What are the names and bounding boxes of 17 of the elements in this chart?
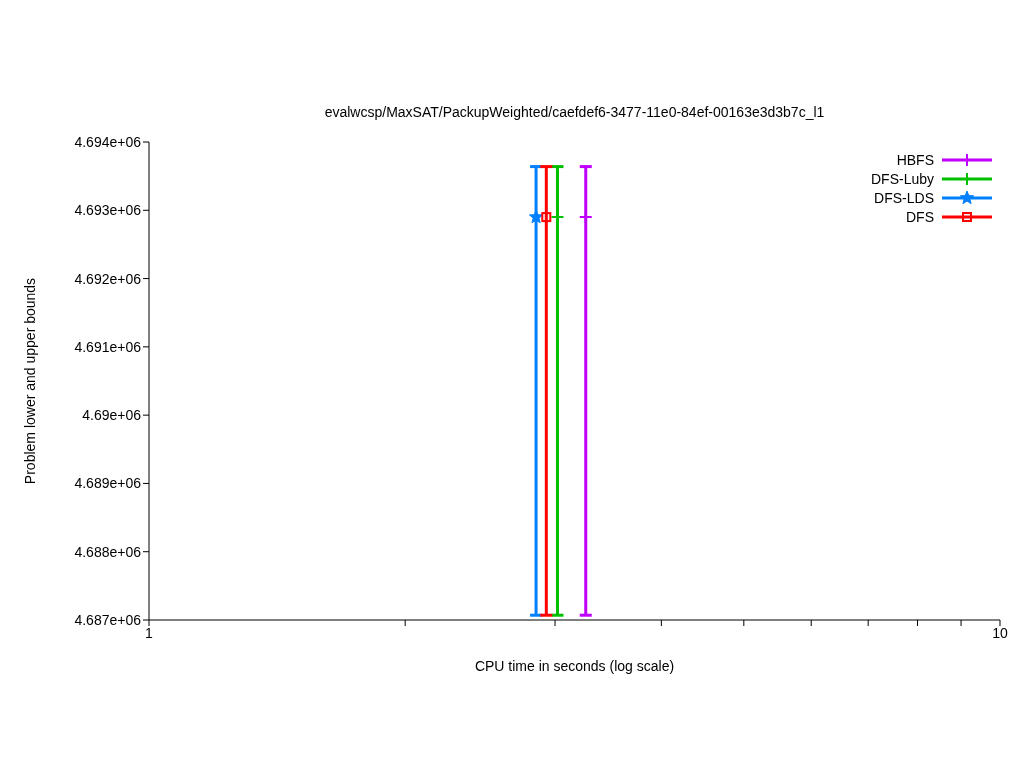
x-tick-label: 10 [992,624,1008,641]
y-tick-label: 4.692e+06 [74,270,142,287]
legend-label: DFS-Luby [870,170,934,187]
y-tick-label: 4.69e+06 [82,407,142,424]
y-tick-label: 4.689e+06 [74,475,142,492]
y-tick-label: 4.687e+06 [74,611,142,628]
y-tick-label: 4.693e+06 [74,202,142,219]
chart-title: evalwcsp/MaxSAT/PackupWeighted/caefdef6-3477-11e0-84ef-00163e3d3b7c_l1 [323,104,826,120]
y-axis-title: Problem lower and upper bounds [22,277,38,485]
y-tick-label: 4.688e+06 [74,543,142,560]
legend-label: HBFS [896,151,934,168]
y-tick-label: 4.691e+06 [74,338,142,355]
x-axis-title: CPU time in seconds (log scale) [473,658,676,674]
legend-label: DFS-LDS [874,189,934,206]
legend-label: DFS [906,208,934,225]
y-tick-label: 4.694e+06 [74,133,142,150]
x-tick-label: 1 [145,624,154,641]
